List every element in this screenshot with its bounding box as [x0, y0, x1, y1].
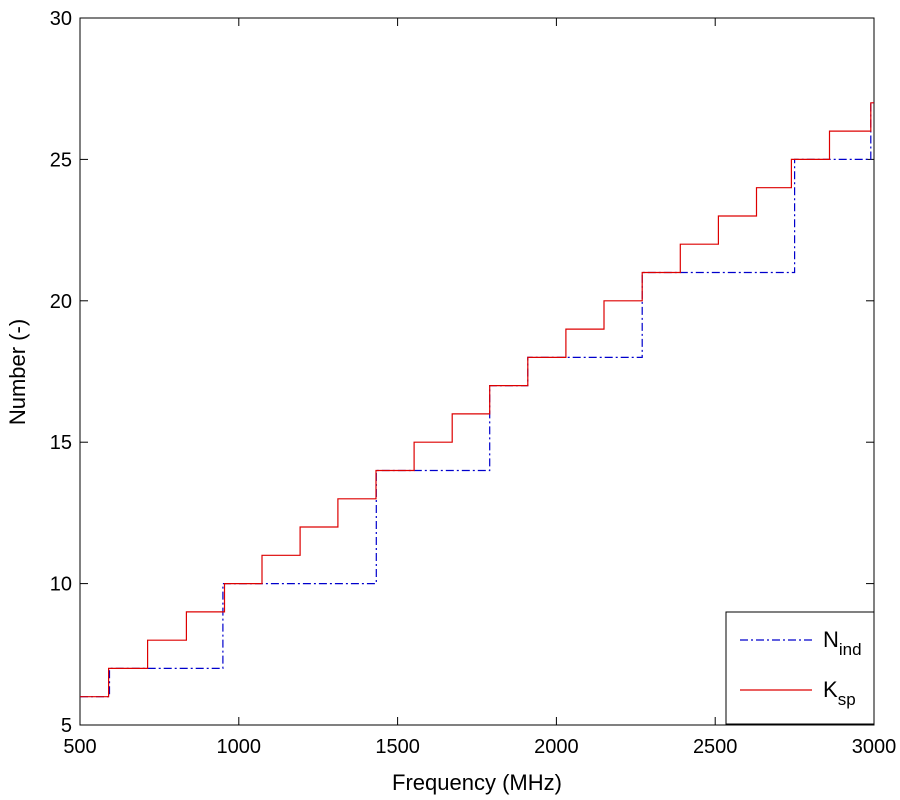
- y-axis-label: Number (-): [5, 319, 30, 425]
- legend-label: Nind: [823, 627, 862, 659]
- y-tick-label: 30: [50, 8, 72, 30]
- y-tick-label: 20: [50, 291, 72, 313]
- x-tick-label: 2500: [693, 736, 738, 758]
- series-line-k-sp: [80, 102, 874, 698]
- legend-label-subscript: ind: [839, 640, 862, 659]
- legend-label-main: N: [823, 627, 839, 652]
- x-tick-label: 2000: [534, 736, 579, 758]
- x-tick-label: 1500: [375, 736, 420, 758]
- y-tick-label: 10: [50, 574, 72, 596]
- x-tick-label: 500: [63, 736, 96, 758]
- x-tick-label: 1000: [217, 736, 262, 758]
- series-lines: [80, 102, 874, 698]
- x-tick-label: 3000: [852, 736, 897, 758]
- y-tick-label: 5: [61, 715, 72, 737]
- y-tick-label: 25: [50, 149, 72, 171]
- y-tick-label: 15: [50, 432, 72, 454]
- x-axis-label: Frequency (MHz): [392, 770, 562, 795]
- legend-label-main: K: [823, 677, 838, 702]
- plot-frame: [79, 17, 875, 726]
- legend-label-subscript: sp: [838, 690, 856, 709]
- legend-box: [725, 611, 875, 725]
- legend-label: Ksp: [823, 677, 856, 709]
